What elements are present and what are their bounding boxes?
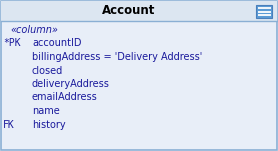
Text: accountID: accountID [32,39,81,48]
Text: history: history [32,119,66,130]
Text: name: name [32,106,60,116]
Text: «column»: «column» [10,25,58,35]
Text: billingAddress = 'Delivery Address': billingAddress = 'Delivery Address' [32,52,202,62]
Bar [1,1,277,21]
Text: emailAddress: emailAddress [32,93,98,103]
Bar [256,5,272,18]
Text: FK: FK [3,119,15,130]
Text: closed: closed [32,66,63,76]
Text: Account: Account [102,5,156,18]
Text: *PK: *PK [3,39,21,48]
Text: deliveryAddress: deliveryAddress [32,79,110,89]
